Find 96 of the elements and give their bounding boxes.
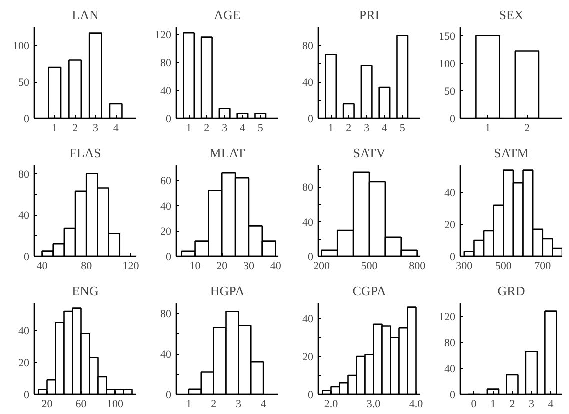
chart-title: PRI [359, 8, 380, 22]
chart-title: SATV [353, 146, 386, 160]
y-tick-label: 120 [155, 30, 172, 42]
x-tick-label: 2 [72, 122, 78, 134]
x-tick-label: 1 [52, 122, 58, 134]
x-tick-label: 2 [204, 122, 210, 134]
y-tick-label: 40 [160, 86, 172, 98]
x-tick-label: 1 [186, 122, 192, 134]
y-tick-label: 40 [302, 216, 314, 229]
x-tick-label: 20 [42, 398, 54, 410]
x-tick-label: 2 [510, 398, 516, 410]
y-tick-label: 80 [302, 182, 314, 194]
y-tick-label: 0 [24, 114, 30, 126]
y-tick-label: 0 [308, 390, 314, 402]
y-tick-label: 20 [444, 220, 456, 232]
chart-title: LAN [72, 8, 100, 22]
x-tick-label: 4 [382, 122, 388, 134]
y-tick-label: 0 [450, 390, 456, 402]
y-tick-label: 80 [444, 338, 456, 350]
chart-title: MLAT [210, 146, 246, 160]
y-tick-label: 0 [24, 252, 30, 264]
x-tick-label: 30 [243, 260, 255, 272]
x-tick-label: 3 [528, 398, 535, 410]
x-tick-label: 5 [400, 122, 406, 134]
x-tick-label: 3 [222, 122, 228, 134]
chart-title: SEX [499, 8, 524, 22]
chart-title: CGPA [352, 284, 387, 298]
y-tick-label: 0 [166, 114, 172, 126]
x-tick-label: 300 [456, 260, 474, 272]
y-tick-label: 40 [18, 326, 30, 338]
x-tick-label: 120 [122, 260, 140, 272]
y-tick-label: 20 [160, 226, 172, 238]
y-tick-label: 0 [308, 252, 314, 264]
y-tick-label: 150 [439, 30, 456, 43]
chart-title: HGPA [210, 284, 246, 298]
y-tick-label: 100 [13, 40, 30, 53]
y-tick-label: 80 [160, 58, 172, 70]
y-tick-label: 20 [18, 358, 30, 370]
x-tick-label: 800 [409, 260, 426, 272]
x-tick-label: 60 [76, 398, 88, 410]
y-tick-label: 40 [160, 349, 172, 362]
y-tick-label: 0 [450, 252, 456, 264]
y-tick-label: 40 [160, 200, 172, 213]
x-tick-label: 40 [270, 260, 282, 272]
y-tick-label: 40 [302, 314, 314, 326]
x-tick-label: 3 [92, 122, 99, 134]
y-tick-label: 0 [308, 114, 314, 126]
x-tick-label: 4 [548, 398, 554, 410]
y-tick-label: 80 [18, 168, 30, 181]
y-tick-label: 0 [450, 114, 456, 126]
y-tick-label: 80 [302, 40, 314, 53]
x-tick-label: 5 [258, 122, 264, 134]
y-tick-label: 40 [302, 77, 314, 90]
x-tick-label: 4 [240, 122, 246, 134]
x-tick-label: 10 [190, 260, 202, 272]
y-tick-label: 40 [444, 188, 456, 200]
x-tick-label: 4 [260, 398, 267, 410]
x-tick-label: 4 [113, 122, 120, 134]
x-tick-label: 0 [471, 398, 478, 410]
y-tick-label: 40 [18, 210, 30, 222]
x-tick-label: 100 [107, 398, 124, 410]
x-tick-label: 1 [485, 122, 491, 134]
y-tick-label: 40 [444, 364, 456, 376]
x-tick-label: 2 [524, 122, 530, 134]
y-tick-label: 120 [439, 312, 456, 324]
x-tick-label: 3 [364, 122, 370, 134]
y-tick-label: 0 [166, 252, 172, 264]
x-tick-label: 2 [346, 122, 352, 134]
x-tick-label: 200 [313, 260, 330, 272]
x-tick-label: 1 [490, 398, 496, 410]
x-tick-label: 4.0 [409, 398, 424, 410]
x-tick-label: 3 [236, 398, 242, 410]
chart-title: ENG [72, 284, 99, 298]
x-tick-label: 1 [186, 398, 192, 410]
x-tick-label: 1 [328, 122, 334, 134]
x-tick-label: 3.0 [366, 398, 382, 410]
x-tick-label: 500 [495, 260, 512, 272]
y-tick-label: 60 [160, 176, 172, 188]
y-tick-label: 50 [18, 77, 30, 90]
y-tick-label: 20 [302, 352, 314, 364]
x-tick-label: 700 [534, 260, 552, 272]
x-tick-label: 2 [211, 398, 217, 410]
y-tick-label: 50 [444, 86, 456, 98]
y-tick-label: 0 [166, 390, 172, 402]
y-tick-label: 100 [439, 58, 456, 70]
x-tick-label: 500 [361, 260, 378, 272]
chart-title: AGE [214, 8, 241, 22]
chart-title: GRD [498, 284, 526, 298]
x-tick-label: 2.0 [324, 398, 339, 410]
chart-title: FLAS [70, 146, 102, 160]
x-tick-label: 80 [81, 260, 93, 272]
y-tick-label: 80 [160, 308, 172, 321]
x-tick-label: 40 [36, 260, 48, 272]
x-tick-label: 20 [216, 260, 228, 272]
chart-title: SATM [494, 146, 530, 160]
y-tick-label: 0 [24, 390, 30, 402]
